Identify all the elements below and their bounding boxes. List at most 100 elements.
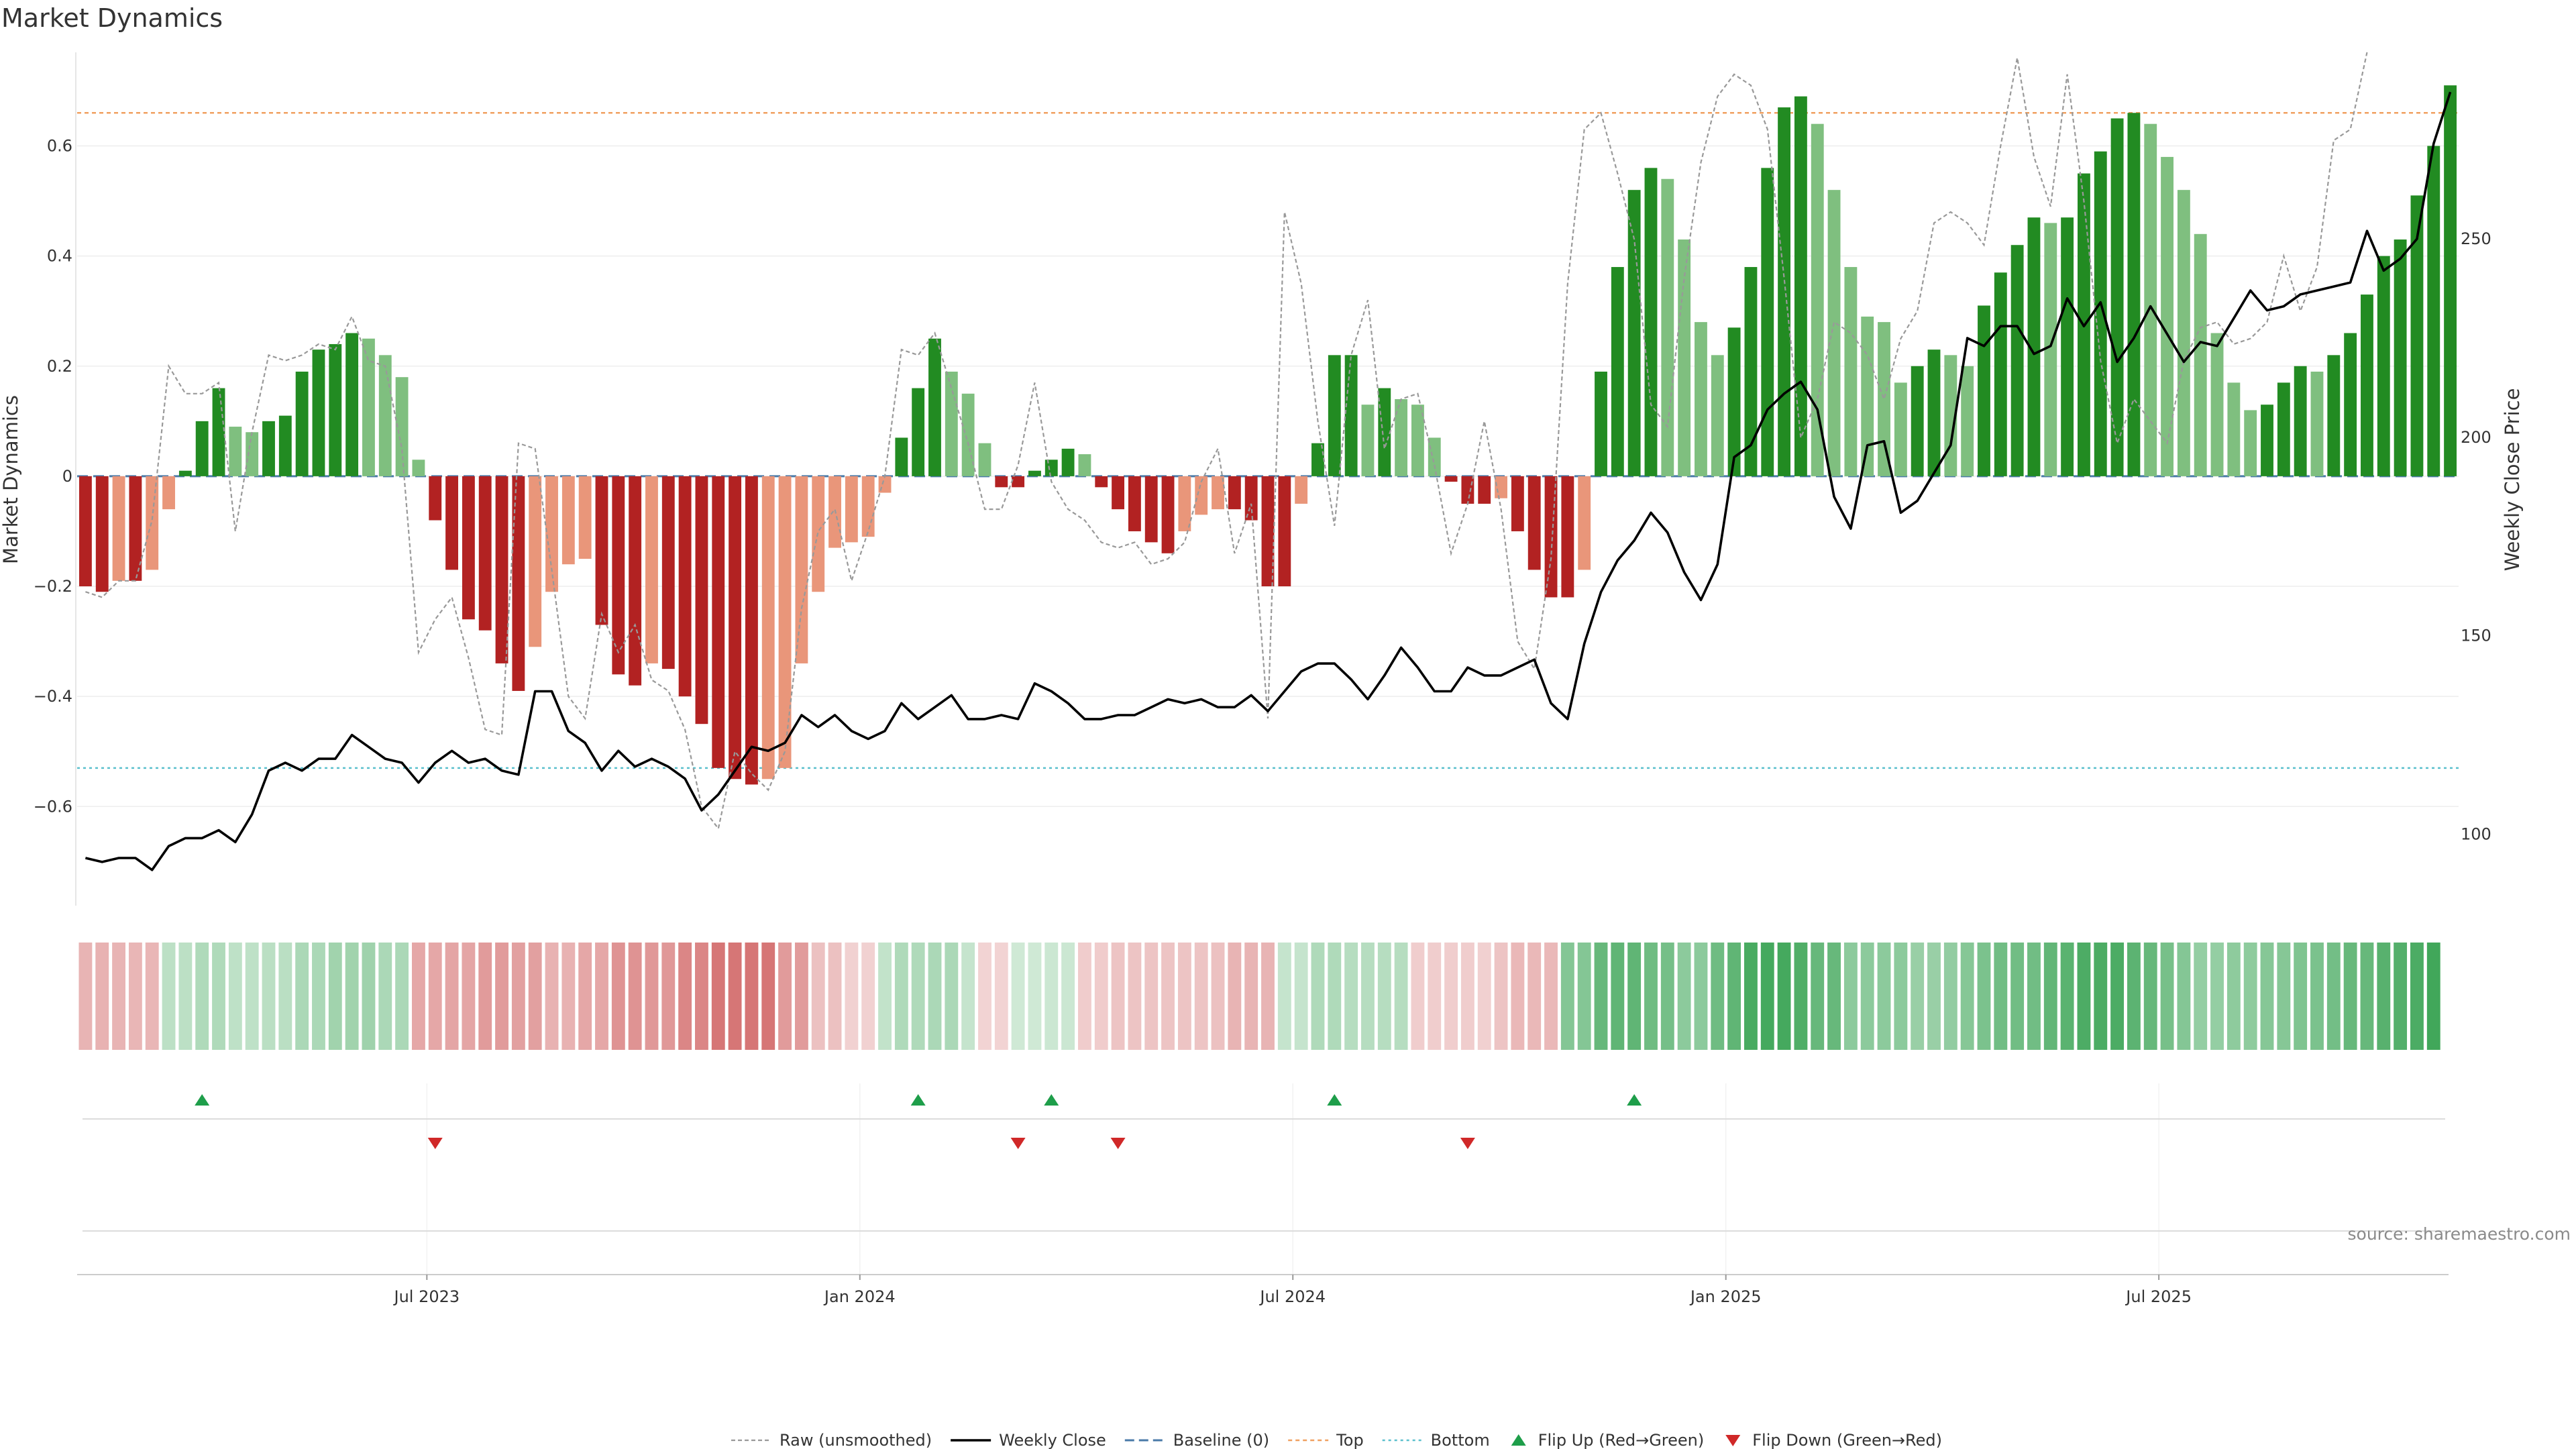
bar	[1794, 96, 1807, 476]
flip-up-marker	[910, 1094, 926, 1106]
bar	[2394, 239, 2407, 476]
flip-down-marker	[427, 1138, 443, 1149]
heat-cell	[128, 943, 142, 1050]
heat-cell	[95, 943, 109, 1050]
bar	[1328, 355, 1341, 476]
bar	[2177, 190, 2190, 476]
bar	[512, 476, 525, 691]
heat-cell	[711, 943, 725, 1050]
left-axis-ticks: 0.6 0.4 0.2 0 −0.2 −0.4 −0.6	[34, 137, 72, 816]
bar	[478, 476, 492, 631]
bar	[1028, 470, 1041, 476]
y-tick-label-left: −0.6	[34, 797, 72, 816]
bar	[2144, 123, 2157, 476]
bar	[1961, 366, 1974, 476]
bar	[1511, 476, 1524, 531]
heat-cell	[1744, 943, 1758, 1050]
bar	[412, 460, 425, 476]
heat-cell	[1477, 943, 1491, 1050]
heat-cell	[2060, 943, 2074, 1050]
flip-up-marker	[1627, 1094, 1642, 1106]
bar	[1627, 190, 1641, 476]
x-tick-label: Jul 2024	[1258, 1287, 1326, 1306]
heat-cell	[495, 943, 508, 1050]
heat-cell	[945, 943, 959, 1050]
heat-cell	[794, 943, 808, 1050]
heat-cell	[1161, 943, 1175, 1050]
heat-cell	[2110, 943, 2125, 1050]
heat-cell	[2377, 943, 2391, 1050]
heat-cell	[262, 943, 276, 1050]
bar	[1578, 476, 1591, 570]
chart-title: Market Dynamics	[1, 3, 223, 33]
bar	[1444, 476, 1458, 482]
bar	[2210, 333, 2224, 476]
bar	[928, 338, 941, 476]
heat-cell	[761, 943, 775, 1050]
bar	[2410, 195, 2424, 476]
bar	[1344, 355, 1358, 476]
heat-cell	[1611, 943, 1625, 1050]
bar	[2377, 256, 2390, 476]
bar	[1911, 366, 1924, 476]
heat-cell	[1927, 943, 1941, 1050]
bar	[312, 350, 325, 476]
heat-cell	[1911, 943, 1925, 1050]
heat-cell	[1711, 943, 1725, 1050]
heat-cell	[1977, 943, 1991, 1050]
heat-cell	[678, 943, 692, 1050]
heat-cell	[628, 943, 642, 1050]
heat-cell	[1328, 943, 1342, 1050]
heat-cell	[1144, 943, 1159, 1050]
heat-cell	[728, 943, 742, 1050]
bar	[1295, 476, 1308, 504]
heat-cell	[1211, 943, 1225, 1050]
heat-cell	[994, 943, 1008, 1050]
heat-cell	[661, 943, 676, 1050]
heat-cell	[145, 943, 159, 1050]
bar	[912, 388, 925, 476]
bar	[2244, 410, 2257, 476]
heat-cell	[2177, 943, 2191, 1050]
bar	[2061, 217, 2074, 476]
heat-cell	[362, 943, 376, 1050]
heat-cell	[928, 943, 942, 1050]
bar	[1644, 168, 1658, 476]
bar	[895, 437, 908, 476]
heat-cell	[1311, 943, 1325, 1050]
bar	[345, 333, 359, 476]
bar	[861, 476, 875, 537]
bar	[1228, 476, 1241, 510]
heat-cell	[1877, 943, 1891, 1050]
bar	[2277, 382, 2290, 476]
heat-cell	[478, 943, 492, 1050]
x-axis-ticks: Jul 2023 Jan 2024 Jul 2024 Jan 2025 Jul 2025	[392, 1275, 2192, 1306]
heat-cell	[1344, 943, 1358, 1050]
bar	[1461, 476, 1474, 504]
heat-cell	[195, 943, 209, 1050]
raw-line	[85, 52, 2368, 830]
heat-cell	[1244, 943, 1258, 1050]
heat-cell	[245, 943, 259, 1050]
heat-cell	[428, 943, 442, 1050]
bar	[1361, 405, 1375, 476]
heat-cell	[1943, 943, 1957, 1050]
bar	[695, 476, 708, 724]
heat-cell	[1177, 943, 1191, 1050]
heat-cell	[1028, 943, 1042, 1050]
heat-cell	[278, 943, 292, 1050]
heat-cell	[1843, 943, 1858, 1050]
flip-down-marker	[1110, 1138, 1126, 1149]
heat-cell	[162, 943, 176, 1050]
bar	[1044, 460, 1058, 476]
bar	[1744, 267, 1758, 476]
bar	[1811, 123, 1824, 476]
heat-cell	[1777, 943, 1791, 1050]
bar	[2344, 333, 2357, 476]
bar	[661, 476, 675, 669]
legend-close-label: Weekly Close	[999, 1431, 1106, 1449]
heat-cell	[828, 943, 842, 1050]
heat-cell	[1544, 943, 1558, 1050]
y-tick-label-right: 150	[2461, 627, 2491, 645]
